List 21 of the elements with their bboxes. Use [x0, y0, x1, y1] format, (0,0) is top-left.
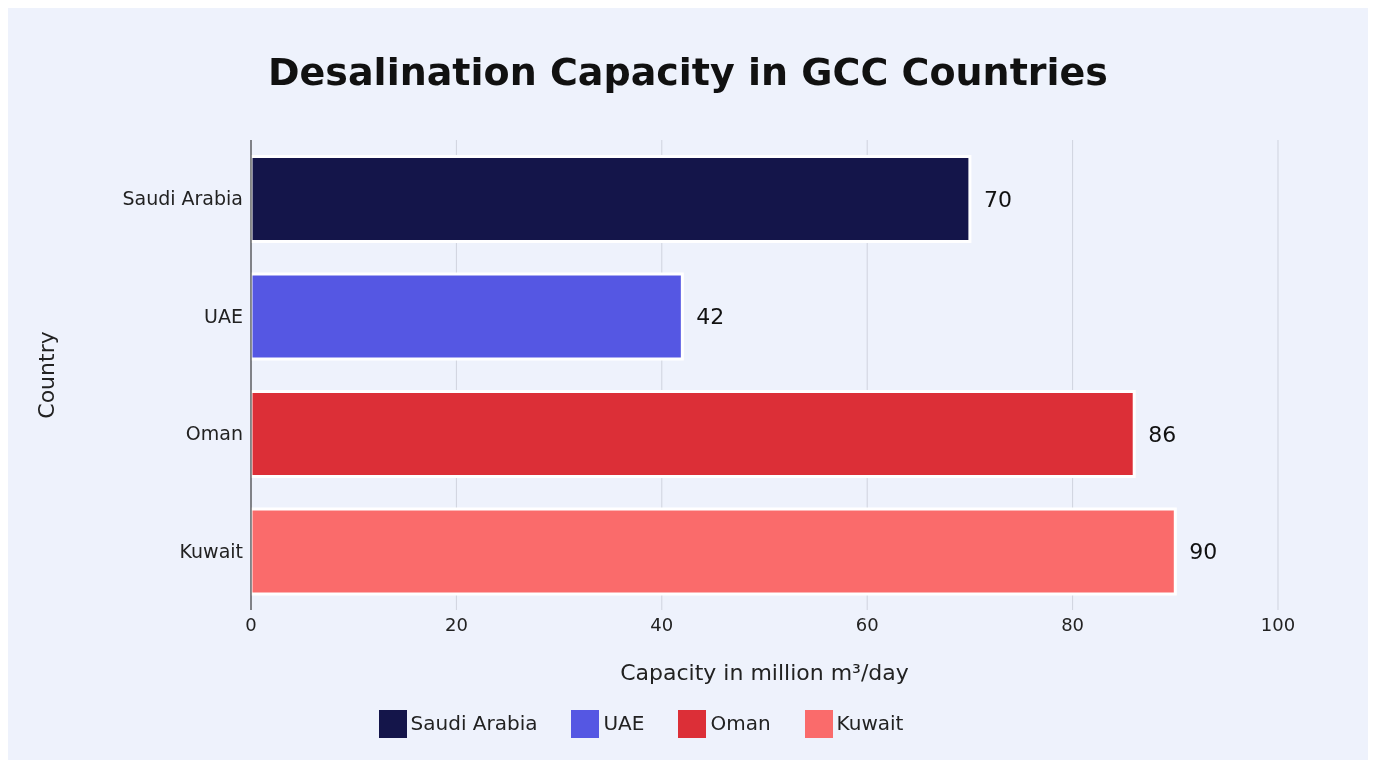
legend-label: UAE [603, 710, 645, 735]
y-axis-title: Country [33, 331, 59, 419]
data-label: 42 [696, 304, 725, 330]
x-tick-label: 40 [650, 613, 674, 635]
data-label: 86 [1148, 421, 1177, 447]
x-tick-label: 60 [855, 613, 879, 635]
y-tick-label: Saudi Arabia [122, 187, 243, 210]
x-tick-label: 0 [245, 613, 257, 635]
legend-label: Oman [710, 710, 771, 735]
y-tick-label: Kuwait [179, 539, 243, 562]
y-tick-label: UAE [204, 304, 243, 327]
data-label: 90 [1189, 539, 1218, 565]
data-label: 70 [983, 186, 1012, 212]
x-axis-title: Capacity in million m³/day [620, 660, 909, 685]
x-tick-label: 100 [1260, 613, 1296, 635]
legend-label: Kuwait [836, 710, 904, 735]
legend-label: Saudi Arabia [410, 710, 538, 735]
y-tick-label: Oman [185, 422, 243, 445]
x-tick-label: 20 [444, 613, 468, 635]
chart-title: Desalination Capacity in GCC Countries [267, 49, 1109, 96]
x-tick-label: 80 [1061, 613, 1085, 635]
